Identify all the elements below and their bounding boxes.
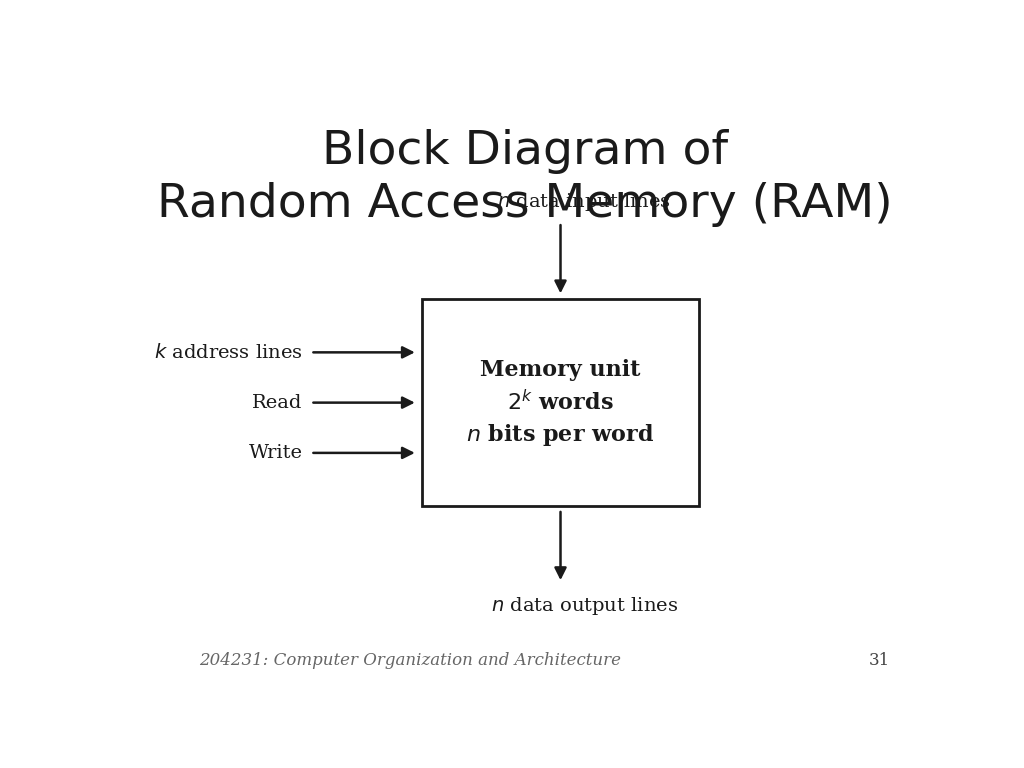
Text: Read: Read xyxy=(252,394,303,412)
Text: Memory unit: Memory unit xyxy=(480,359,641,381)
Bar xyxy=(422,300,699,506)
Text: $n$ data output lines: $n$ data output lines xyxy=(490,595,678,617)
Text: $k$ address lines: $k$ address lines xyxy=(154,343,303,362)
Text: 31: 31 xyxy=(868,652,890,669)
Text: Write: Write xyxy=(249,444,303,462)
Text: Random Access Memory (RAM): Random Access Memory (RAM) xyxy=(157,182,893,227)
Text: $2^k$ words: $2^k$ words xyxy=(507,390,613,415)
Text: $n$ data input lines: $n$ data input lines xyxy=(498,191,671,214)
Text: Block Diagram of: Block Diagram of xyxy=(322,129,728,174)
Text: $n$ bits per word: $n$ bits per word xyxy=(466,422,654,449)
Text: 204231: Computer Organization and Architecture: 204231: Computer Organization and Archit… xyxy=(200,652,622,669)
